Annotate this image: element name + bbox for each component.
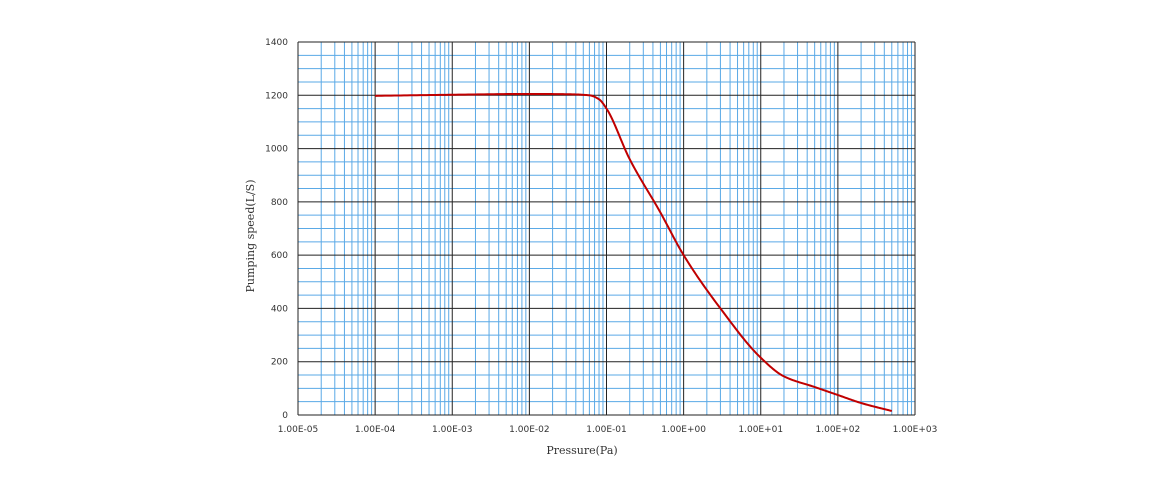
x-tick-label: 1.00E+02 [816,425,861,435]
y-tick-label: 1200 [265,91,288,101]
y-axis-title: Pumping speed(L/S) [244,180,257,293]
series-layer [375,92,893,412]
x-axis-title: Pressure(Pa) [546,444,617,457]
major-grid [297,41,916,416]
x-tick-label: 1.00E-05 [278,425,318,435]
x-tick-label: 1.00E+00 [661,425,706,435]
x-tick-label: 1.00E-01 [586,425,626,435]
pumping-speed-curve [375,92,893,412]
x-tick-labels: 1.00E-05 1.00E-04 1.00E-03 1.00E-02 1.00E-01… [278,425,938,435]
y-tick-label: 400 [271,304,288,314]
y-tick-label: 800 [271,198,288,208]
y-tick-label: 0 [282,411,288,421]
y-tick-label: 1000 [265,145,288,155]
x-tick-label: 1.00E-03 [432,425,472,435]
x-tick-label: 1.00E+01 [738,425,783,435]
y-tick-label: 1400 [265,38,288,48]
y-tick-label: 200 [271,358,288,368]
y-tick-label: 600 [271,251,288,261]
y-tick-labels: 0 200 400 600 800 1000 1200 1400 [265,38,288,421]
x-tick-label: 1.00E+03 [893,425,938,435]
x-tick-label: 1.00E-02 [509,425,549,435]
x-tick-label: 1.00E-04 [355,425,396,435]
